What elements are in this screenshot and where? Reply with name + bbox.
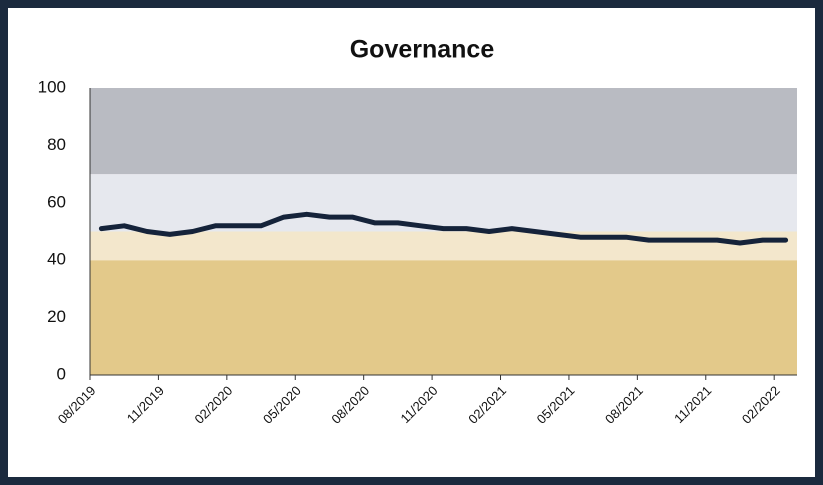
line-series <box>98 211 789 246</box>
band <box>90 231 797 261</box>
y-tick-label: 100 <box>38 77 66 96</box>
band <box>90 88 797 175</box>
y-tick-label: 40 <box>47 250 66 269</box>
y-tick-label: 20 <box>47 307 66 326</box>
y-tick-label: 80 <box>47 135 66 154</box>
y-tick-label: 60 <box>47 192 66 211</box>
y-tick-label: 0 <box>57 364 66 383</box>
band <box>90 260 797 375</box>
chart-title: Governance <box>350 36 495 64</box>
band <box>90 174 797 232</box>
